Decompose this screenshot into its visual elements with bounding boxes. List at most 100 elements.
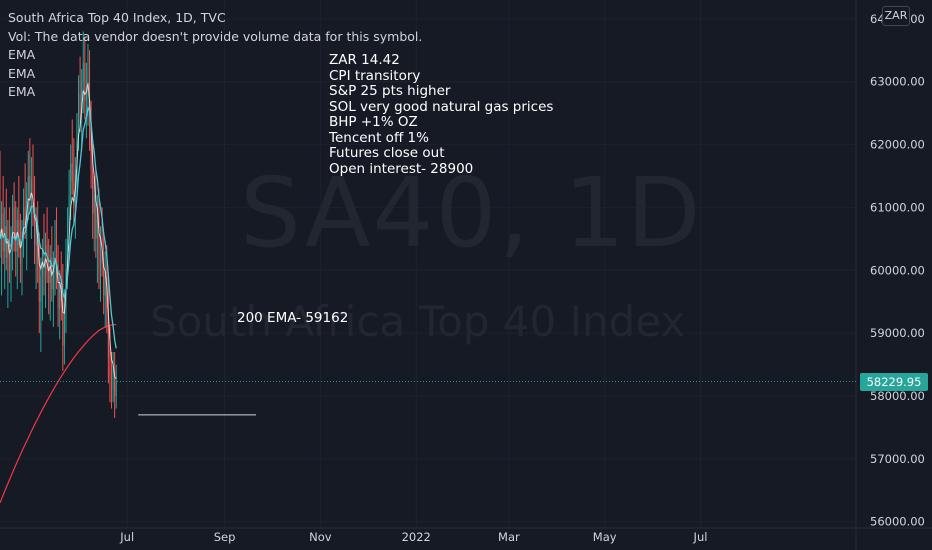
symbol-title[interactable]: South Africa Top 40 Index, 1D, TVC bbox=[8, 10, 226, 25]
note-line: S&P 25 pts higher bbox=[329, 83, 451, 99]
y-tick-label: 61000.00 bbox=[870, 200, 925, 214]
candle-body bbox=[8, 238, 10, 271]
candle-body bbox=[114, 370, 116, 396]
ema-mid-line bbox=[0, 105, 117, 349]
y-tick-label: 57000.00 bbox=[870, 452, 925, 466]
candle-body bbox=[63, 314, 65, 346]
candle-body bbox=[23, 207, 25, 233]
candle-body bbox=[67, 226, 69, 258]
ema-200-line bbox=[0, 324, 117, 504]
candle-body bbox=[40, 276, 42, 302]
x-tick-label: May bbox=[593, 530, 617, 544]
candle-body bbox=[49, 257, 51, 283]
note-line: SOL very good natural gas prices bbox=[329, 98, 554, 115]
watermark-symbol: SA40, 1D bbox=[240, 157, 703, 269]
x-tick-label: Jul bbox=[693, 530, 708, 544]
ema-200-path bbox=[0, 324, 117, 504]
candle-body bbox=[15, 232, 17, 252]
x-tick-label: Sep bbox=[214, 530, 236, 544]
candle-body bbox=[104, 276, 106, 296]
candle-body bbox=[24, 207, 26, 227]
candle-body bbox=[32, 182, 34, 208]
candle-body bbox=[68, 194, 70, 227]
note-line: Open interest- 28900 bbox=[329, 160, 474, 177]
candle-body bbox=[111, 377, 113, 390]
overlays bbox=[0, 381, 856, 416]
candle-body bbox=[18, 220, 20, 246]
candle-body bbox=[82, 62, 84, 82]
candle-body bbox=[48, 270, 50, 283]
candle-body bbox=[85, 88, 87, 101]
candle-body bbox=[101, 245, 103, 264]
last-price-badge: 58229.95 bbox=[860, 372, 928, 391]
candle-body bbox=[62, 301, 64, 346]
candle-body bbox=[10, 245, 12, 271]
candle-body bbox=[98, 220, 100, 271]
candle-body bbox=[30, 182, 32, 202]
candle-body bbox=[19, 245, 21, 264]
x-tick-label: Jul bbox=[119, 530, 134, 544]
candle-body bbox=[109, 358, 111, 378]
candle-body bbox=[71, 163, 73, 183]
note-line: Tencent off 1% bbox=[329, 129, 429, 146]
candle-body bbox=[38, 264, 40, 302]
y-tick-label: 62000.00 bbox=[870, 138, 925, 152]
candle-body bbox=[84, 62, 86, 101]
currency-button[interactable]: ZAR bbox=[882, 6, 910, 26]
ema-indicator-3[interactable]: EMA bbox=[8, 84, 36, 99]
time-axis[interactable]: Jul Sep Nov 2022 Mar May Jul bbox=[119, 530, 707, 544]
candle-body bbox=[73, 182, 75, 208]
candle-body bbox=[13, 207, 15, 233]
candle-body bbox=[43, 251, 45, 277]
note-line: Futures close out bbox=[329, 145, 445, 161]
price-axis[interactable]: 56000.00 57000.00 58000.00 59000.00 60000.00… bbox=[870, 12, 925, 529]
volume-note: Vol: The data vendor doesn't provide vol… bbox=[8, 28, 423, 44]
note-line: ZAR 14.42 bbox=[329, 52, 400, 68]
ema-200-annotation[interactable]: 200 EMA- 59162 bbox=[237, 310, 349, 326]
candle-body bbox=[56, 238, 58, 277]
candle-body bbox=[4, 226, 6, 252]
candle-body bbox=[103, 264, 105, 296]
candle-body bbox=[92, 169, 94, 214]
candle-body bbox=[112, 370, 114, 390]
candle-body bbox=[12, 207, 14, 246]
candle-body bbox=[95, 194, 97, 239]
candle-body bbox=[1, 213, 3, 239]
y-tick-label: 63000.00 bbox=[870, 75, 925, 89]
ema-indicator-2[interactable]: EMA bbox=[8, 65, 36, 81]
candle-body bbox=[35, 226, 37, 246]
candle-body bbox=[78, 94, 80, 126]
candle-body bbox=[29, 176, 31, 202]
x-tick-label: Mar bbox=[498, 530, 520, 544]
candle-body bbox=[34, 207, 36, 246]
notes-annotation[interactable]: ZAR 14.42 CPI transitory S&P 25 pts high… bbox=[329, 52, 554, 177]
chart-legend: South Africa Top 40 Index, 1D, TVC Vol: … bbox=[8, 9, 422, 102]
y-tick-label: 60000.00 bbox=[870, 263, 925, 277]
candle-body bbox=[93, 194, 95, 214]
candle-body bbox=[59, 282, 61, 308]
y-tick-label: 56000.00 bbox=[870, 515, 925, 529]
candle-body bbox=[115, 381, 117, 396]
candle-body bbox=[21, 232, 23, 264]
candle-body bbox=[54, 238, 56, 264]
note-line: CPI transitory bbox=[329, 67, 421, 84]
watermark-name: South Africa Top 40 Index bbox=[150, 297, 686, 346]
ema-short-lines bbox=[0, 82, 117, 380]
candle-body bbox=[96, 220, 98, 239]
candle-body bbox=[90, 125, 92, 170]
x-tick-label: 2022 bbox=[402, 530, 431, 544]
candle-body bbox=[76, 125, 78, 170]
candle-body bbox=[7, 238, 9, 258]
x-tick-label: Nov bbox=[309, 530, 332, 544]
ema-indicator-1[interactable]: EMA bbox=[8, 47, 36, 62]
candle-body bbox=[0, 194, 1, 239]
candle-body bbox=[79, 94, 81, 114]
candle-body bbox=[100, 245, 102, 271]
candle-body bbox=[107, 308, 109, 359]
y-tick-label: 59000.00 bbox=[870, 326, 925, 340]
candle-body bbox=[52, 264, 54, 290]
candle-body bbox=[57, 276, 59, 308]
note-line: BHP +1% OZ bbox=[329, 114, 418, 130]
